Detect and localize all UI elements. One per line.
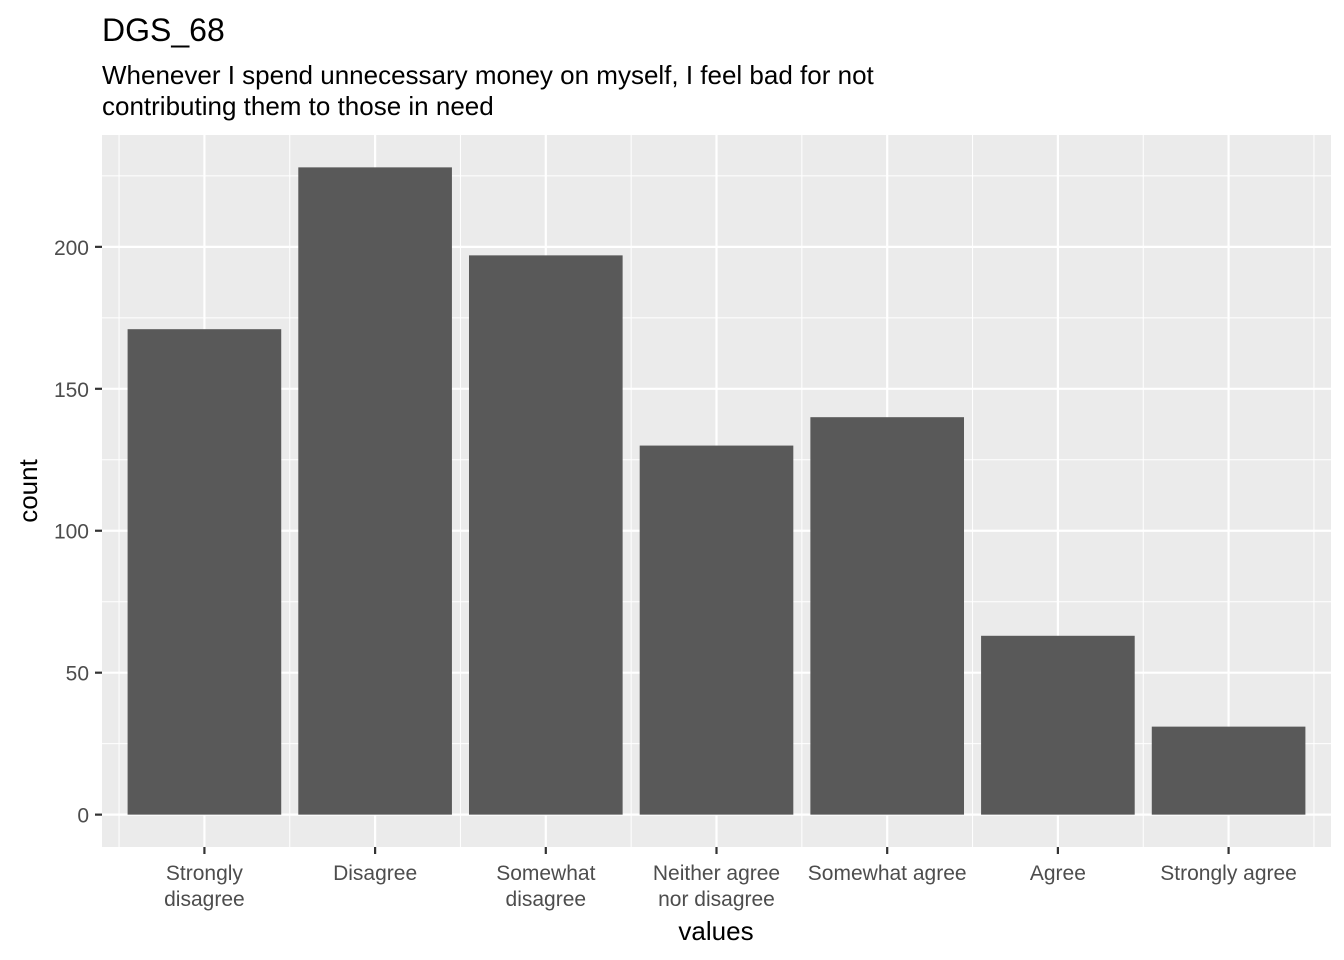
bar bbox=[639, 445, 794, 815]
bar bbox=[468, 255, 623, 815]
bar bbox=[127, 329, 282, 815]
chart-subtitle-line-1: Whenever I spend unnecessary money on my… bbox=[102, 60, 875, 90]
chart-subtitle-line-2: contributing them to those in need bbox=[102, 91, 494, 121]
y-tick-label: 100 bbox=[54, 521, 89, 544]
bar bbox=[1151, 726, 1306, 815]
x-tick-label: disagree bbox=[164, 888, 245, 911]
x-tick-label: disagree bbox=[506, 888, 587, 911]
y-axis-label: count bbox=[13, 458, 43, 522]
bar bbox=[298, 167, 452, 815]
x-tick-label: Neither agree bbox=[653, 862, 780, 885]
x-tick-label: Agree bbox=[1030, 862, 1086, 885]
x-tick-label: nor disagree bbox=[658, 888, 775, 911]
y-tick-label: 200 bbox=[54, 237, 89, 260]
x-tick-label: Strongly bbox=[166, 862, 244, 885]
bars-group bbox=[127, 167, 1306, 815]
x-tick-label: Somewhat bbox=[496, 862, 595, 885]
x-axis: Strongly disagree Disagree Somewhat disagree… bbox=[164, 847, 1297, 911]
x-axis-label: values bbox=[678, 916, 753, 946]
y-axis: 0 50 100 150 200 bbox=[54, 237, 102, 828]
x-tick-label: Disagree bbox=[333, 862, 417, 885]
y-tick-label: 50 bbox=[66, 663, 89, 686]
chart-title: DGS_68 bbox=[102, 12, 225, 48]
x-tick-label: Strongly agree bbox=[1160, 862, 1297, 885]
bar bbox=[981, 635, 1135, 815]
y-tick-label: 0 bbox=[77, 805, 89, 828]
x-tick-label: Somewhat agree bbox=[808, 862, 967, 885]
y-tick-label: 150 bbox=[54, 379, 89, 402]
bar bbox=[810, 417, 965, 815]
